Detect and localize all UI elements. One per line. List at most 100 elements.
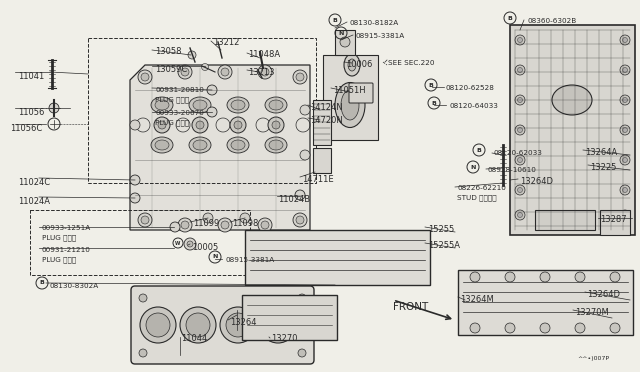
Circle shape [207,85,217,95]
Circle shape [221,68,229,76]
Circle shape [258,218,272,232]
Circle shape [181,221,189,229]
Circle shape [505,323,515,333]
Text: 10006: 10006 [346,60,372,69]
Text: PLUG プラグ: PLUG プラグ [155,119,189,126]
Text: 13270M: 13270M [575,308,609,317]
Text: N: N [339,31,344,35]
Circle shape [139,294,147,302]
Text: PLUG プラグ: PLUG プラグ [42,234,76,241]
Text: B: B [333,17,337,22]
Bar [88,38,316,183]
Circle shape [505,272,515,282]
Circle shape [300,150,310,160]
Circle shape [218,65,232,79]
Circle shape [141,216,149,224]
Circle shape [298,294,306,302]
Text: SEE SEC.220: SEE SEC.220 [388,60,435,66]
Circle shape [130,120,140,130]
Circle shape [575,272,585,282]
Circle shape [620,210,630,220]
Text: B: B [508,16,513,20]
Circle shape [515,65,525,75]
Text: B: B [429,83,433,87]
Circle shape [207,107,217,117]
FancyBboxPatch shape [131,286,314,364]
Text: 13225: 13225 [590,163,616,172]
Ellipse shape [151,97,173,113]
Bar [30,210,250,275]
Text: FRONT: FRONT [393,302,428,312]
Ellipse shape [189,137,211,153]
Circle shape [620,155,630,165]
Ellipse shape [227,137,249,153]
Ellipse shape [269,140,283,150]
Ellipse shape [341,90,359,120]
Circle shape [623,67,627,73]
Circle shape [620,95,630,105]
Text: B: B [477,148,481,153]
Circle shape [515,185,525,195]
Circle shape [575,323,585,333]
Circle shape [218,218,232,232]
Circle shape [470,323,480,333]
Text: 13264: 13264 [230,318,257,327]
Text: 08915-3381A: 08915-3381A [356,33,405,39]
Text: 11024A: 11024A [18,197,50,206]
Circle shape [470,272,480,282]
Text: 08120-64033: 08120-64033 [449,103,498,109]
Circle shape [620,65,630,75]
Ellipse shape [265,97,287,113]
Text: 08915-3381A: 08915-3381A [225,257,275,263]
Text: 00931-21210: 00931-21210 [42,247,91,253]
Circle shape [226,313,250,337]
Circle shape [158,121,166,129]
Circle shape [221,221,229,229]
Ellipse shape [155,140,169,150]
Text: 08130-8302A: 08130-8302A [50,283,99,289]
Circle shape [178,65,192,79]
Circle shape [515,35,525,45]
Circle shape [518,67,522,73]
Bar [510,25,635,235]
Text: 08130-8182A: 08130-8182A [349,20,398,26]
Text: 00931-20810: 00931-20810 [155,87,204,93]
Text: 15255: 15255 [428,225,454,234]
Circle shape [261,68,269,76]
Circle shape [139,349,147,357]
Circle shape [220,307,256,343]
Circle shape [518,212,522,218]
Circle shape [230,117,246,133]
Text: STUD スタッド: STUD スタッド [457,194,497,201]
Text: N: N [470,164,476,170]
Circle shape [138,70,152,84]
Ellipse shape [231,140,245,150]
FancyBboxPatch shape [323,55,378,140]
Circle shape [130,193,140,203]
Text: 11041: 11041 [18,72,44,81]
Circle shape [266,313,290,337]
Ellipse shape [348,59,356,71]
Text: 08120-62528: 08120-62528 [446,85,495,91]
Text: 11051H: 11051H [333,86,365,95]
Circle shape [518,38,522,42]
Text: 00933-1251A: 00933-1251A [42,225,92,231]
Text: 13264D: 13264D [587,290,620,299]
Text: 13264M: 13264M [460,295,493,304]
Ellipse shape [155,100,169,110]
Text: B: B [40,280,44,285]
Circle shape [261,221,269,229]
Text: 11098: 11098 [232,219,259,228]
Ellipse shape [151,137,173,153]
Ellipse shape [231,100,245,110]
Circle shape [518,97,522,103]
FancyBboxPatch shape [349,83,373,103]
Circle shape [203,213,213,223]
Circle shape [268,117,284,133]
FancyBboxPatch shape [313,148,331,173]
Circle shape [515,95,525,105]
Text: 13058: 13058 [155,47,182,56]
Circle shape [518,128,522,132]
Ellipse shape [265,137,287,153]
Circle shape [623,157,627,163]
